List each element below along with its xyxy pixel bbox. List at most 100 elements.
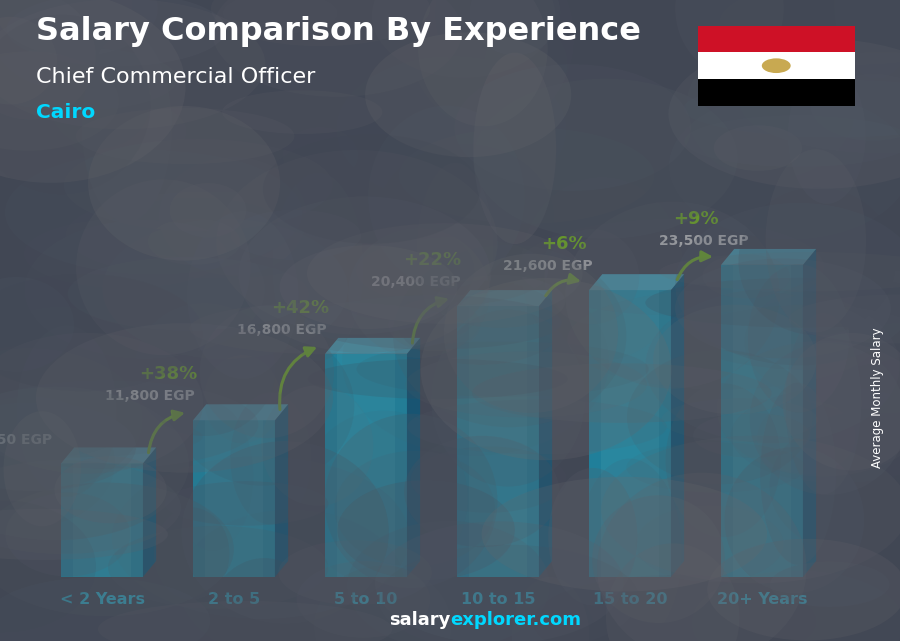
Text: +6%: +6%	[541, 235, 587, 253]
Ellipse shape	[470, 0, 560, 55]
Ellipse shape	[109, 198, 284, 257]
Ellipse shape	[653, 304, 816, 414]
Ellipse shape	[316, 222, 474, 320]
Ellipse shape	[24, 220, 265, 359]
Ellipse shape	[731, 388, 900, 483]
Ellipse shape	[0, 17, 57, 104]
Polygon shape	[325, 354, 407, 577]
Ellipse shape	[307, 223, 582, 324]
Polygon shape	[274, 404, 288, 577]
Text: Chief Commercial Officer: Chief Commercial Officer	[36, 67, 315, 87]
Ellipse shape	[230, 210, 361, 260]
Ellipse shape	[165, 481, 328, 526]
Ellipse shape	[342, 267, 609, 456]
Ellipse shape	[408, 0, 574, 131]
Ellipse shape	[606, 544, 740, 641]
Ellipse shape	[757, 401, 856, 474]
Ellipse shape	[297, 561, 430, 638]
Ellipse shape	[23, 219, 227, 288]
Ellipse shape	[238, 196, 490, 353]
Ellipse shape	[521, 177, 683, 360]
Ellipse shape	[675, 0, 784, 73]
Ellipse shape	[0, 51, 119, 151]
Ellipse shape	[376, 144, 554, 295]
Polygon shape	[74, 463, 130, 577]
Bar	[698, 53, 855, 79]
Ellipse shape	[578, 458, 681, 641]
Polygon shape	[143, 447, 156, 577]
Ellipse shape	[0, 578, 211, 641]
Ellipse shape	[398, 281, 564, 365]
Ellipse shape	[261, 385, 374, 506]
Ellipse shape	[283, 127, 358, 183]
Ellipse shape	[66, 191, 358, 278]
Ellipse shape	[375, 521, 624, 641]
Ellipse shape	[148, 219, 240, 265]
Ellipse shape	[393, 245, 626, 427]
Ellipse shape	[308, 359, 568, 399]
Text: +38%: +38%	[139, 365, 197, 383]
Polygon shape	[539, 290, 552, 577]
Ellipse shape	[626, 442, 805, 493]
Ellipse shape	[399, 128, 654, 224]
Ellipse shape	[691, 570, 900, 641]
Ellipse shape	[0, 0, 95, 120]
Text: Salary Comparison By Experience: Salary Comparison By Experience	[36, 16, 641, 47]
Ellipse shape	[482, 477, 767, 592]
Ellipse shape	[811, 74, 900, 140]
Ellipse shape	[0, 460, 181, 554]
Polygon shape	[470, 306, 526, 577]
Ellipse shape	[760, 383, 836, 565]
Ellipse shape	[534, 575, 816, 641]
Polygon shape	[61, 447, 156, 463]
Ellipse shape	[0, 47, 177, 111]
Ellipse shape	[200, 306, 334, 438]
Ellipse shape	[348, 228, 490, 358]
Ellipse shape	[675, 203, 900, 365]
Ellipse shape	[0, 274, 202, 391]
Ellipse shape	[154, 508, 230, 600]
Polygon shape	[721, 265, 803, 577]
Ellipse shape	[133, 303, 275, 436]
Ellipse shape	[684, 115, 900, 167]
Ellipse shape	[0, 0, 132, 88]
Ellipse shape	[0, 387, 189, 540]
Ellipse shape	[472, 363, 771, 423]
Text: 10 to 15: 10 to 15	[461, 592, 536, 607]
Ellipse shape	[112, 456, 410, 619]
Bar	[698, 26, 855, 53]
Polygon shape	[803, 249, 816, 577]
Polygon shape	[61, 463, 143, 577]
Ellipse shape	[0, 415, 202, 458]
Ellipse shape	[335, 451, 495, 567]
Ellipse shape	[388, 299, 481, 351]
Ellipse shape	[0, 0, 185, 183]
Ellipse shape	[565, 201, 780, 388]
Ellipse shape	[204, 558, 324, 641]
Ellipse shape	[108, 526, 328, 609]
Ellipse shape	[172, 403, 253, 551]
Ellipse shape	[0, 306, 157, 456]
Ellipse shape	[436, 0, 626, 103]
Ellipse shape	[4, 151, 302, 274]
Ellipse shape	[666, 383, 780, 537]
Ellipse shape	[169, 183, 247, 238]
Ellipse shape	[669, 38, 900, 189]
Ellipse shape	[300, 410, 468, 586]
Ellipse shape	[683, 79, 900, 137]
Bar	[698, 79, 855, 106]
Ellipse shape	[222, 90, 382, 134]
Ellipse shape	[314, 566, 451, 641]
Ellipse shape	[750, 343, 900, 495]
Ellipse shape	[304, 296, 562, 349]
Ellipse shape	[548, 468, 637, 605]
Ellipse shape	[223, 0, 338, 34]
Ellipse shape	[724, 447, 864, 593]
Ellipse shape	[788, 295, 900, 344]
Ellipse shape	[76, 179, 250, 355]
Ellipse shape	[744, 271, 900, 413]
Polygon shape	[194, 404, 288, 420]
Ellipse shape	[404, 436, 560, 547]
Ellipse shape	[0, 501, 96, 632]
Ellipse shape	[36, 323, 333, 472]
